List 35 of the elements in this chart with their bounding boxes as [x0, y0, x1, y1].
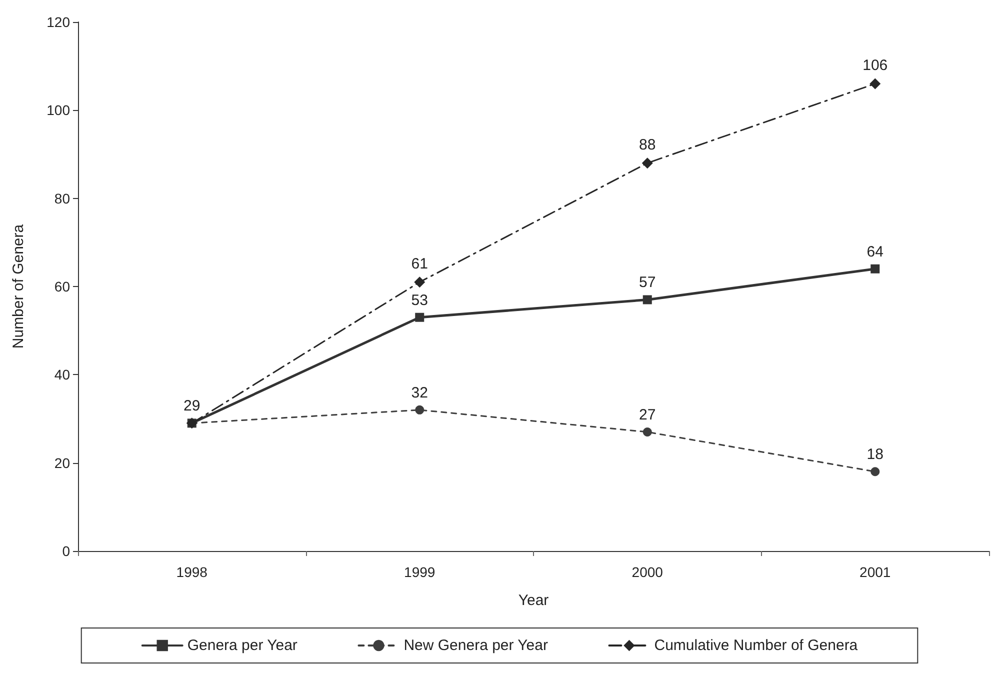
x-tick-label: 1999	[404, 564, 436, 580]
point	[870, 467, 880, 476]
y-tick-label: 60	[54, 278, 70, 294]
data-label: 53	[411, 292, 428, 309]
y-tick-label: 0	[62, 543, 70, 559]
data-label: 106	[862, 57, 888, 74]
x-tick-label: 2000	[632, 564, 664, 580]
y-tick-label: 20	[54, 454, 70, 471]
point	[642, 427, 652, 436]
y-axis-title: Number of Genera	[10, 224, 27, 349]
point	[870, 264, 880, 274]
data-label: 64	[866, 243, 884, 260]
y-tick-label: 100	[46, 102, 70, 118]
y-tick-label: 40	[54, 366, 70, 383]
point	[642, 295, 652, 304]
x-tick-label: 1998	[176, 564, 208, 580]
data-label: 32	[411, 384, 428, 402]
point	[870, 78, 881, 90]
legend-label: Cumulative Number of Genera	[654, 637, 858, 654]
x-tick-label: 2001	[860, 564, 891, 580]
data-label: 61	[411, 256, 428, 273]
legend-label: New Genera per Year	[404, 637, 548, 654]
point	[415, 405, 424, 414]
y-tick-label: 80	[54, 190, 70, 206]
data-label: 57	[639, 274, 656, 292]
data-label: 29	[184, 398, 200, 415]
point	[414, 276, 426, 288]
data-label: 18	[866, 446, 884, 464]
x-axis-title: Year	[518, 592, 549, 609]
point	[415, 312, 424, 322]
y-tick-label: 120	[46, 14, 70, 30]
legend-label: Genera per Year	[187, 637, 298, 654]
point	[642, 158, 653, 169]
data-label: 88	[639, 136, 656, 154]
data-label: 27	[639, 406, 656, 424]
